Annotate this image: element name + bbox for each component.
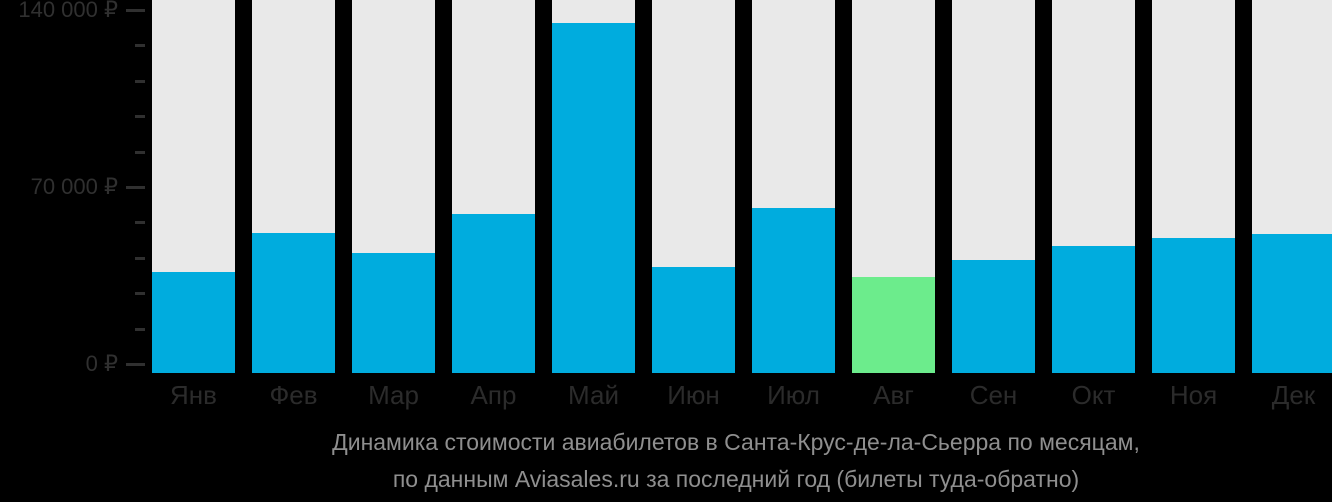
bar-track-ноя — [1152, 0, 1235, 373]
bar-series — [152, 0, 1332, 373]
x-axis-label-июл: Июл — [767, 380, 820, 410]
bar-июл — [752, 208, 835, 373]
bar-мар — [352, 253, 435, 373]
y-axis-label: 0 ₽ — [85, 351, 118, 373]
bar-track-сен — [952, 0, 1035, 373]
x-axis-label-май: Май — [568, 380, 619, 410]
x-axis-label-апр: Апр — [470, 380, 517, 410]
bar-янв — [152, 272, 235, 373]
bar-track-май — [552, 0, 635, 373]
chart-subtitle: по данным Aviasales.ru за последний год … — [392, 466, 1080, 492]
bar-track-фев — [252, 0, 335, 373]
bar-track-мар — [352, 0, 435, 373]
bar-дек — [1252, 234, 1332, 373]
y-axis-minor-tick — [135, 257, 145, 260]
bar-июн — [652, 267, 735, 373]
bar-track-авг — [852, 0, 935, 373]
bar-track-дек — [1252, 0, 1332, 373]
bar-track-июн — [652, 0, 735, 373]
y-axis-label: 70 000 ₽ — [30, 174, 118, 199]
x-axis-label-фев: Фев — [269, 380, 318, 410]
y-axis-major-tick — [126, 363, 145, 366]
y-axis-major-tick — [126, 9, 145, 12]
bar-ноя — [1152, 238, 1235, 373]
x-axis-label-сен: Сен — [969, 380, 1018, 410]
y-axis-label: 140 000 ₽ — [18, 0, 118, 22]
x-axis: Янв Фев Мар Апр Май Июн Июл Авг Сен Окт Ноя Дек — [152, 379, 1332, 411]
bar-фев — [252, 233, 335, 373]
bar-track-янв — [152, 0, 235, 373]
bar-апр — [452, 214, 535, 373]
x-axis-label-авг: Авг — [873, 380, 914, 410]
chart-title: Динамика стоимости авиабилетов в Санта-К… — [332, 429, 1140, 455]
y-axis-minor-tick — [135, 221, 145, 224]
y-axis-minor-tick — [135, 80, 145, 83]
bar-май — [552, 23, 635, 373]
bar-track-окт — [1052, 0, 1135, 373]
y-axis-minor-tick — [135, 328, 145, 331]
x-axis-label-дек: Дек — [1271, 380, 1316, 410]
bar-track-апр — [452, 0, 535, 373]
x-axis-label-окт: Окт — [1071, 380, 1116, 410]
chart-caption: Динамика стоимости авиабилетов в Санта-К… — [140, 429, 1332, 492]
y-axis-minor-tick — [135, 44, 145, 47]
y-axis-minor-tick — [135, 151, 145, 154]
x-axis-label-июн: Июн — [667, 380, 720, 410]
plot-area: 140 000 ₽ 70 000 ₽ 0 ₽ — [0, 0, 1332, 373]
bar-track-июл — [752, 0, 835, 373]
x-axis-label-мар: Мар — [368, 380, 419, 410]
y-axis: 140 000 ₽ 70 000 ₽ 0 ₽ — [0, 0, 150, 373]
x-axis-label-янв: Янв — [170, 380, 217, 410]
bar-окт — [1052, 246, 1135, 373]
x-axis-label-ноя: Ноя — [1169, 380, 1218, 410]
y-axis-minor-tick — [135, 292, 145, 295]
y-axis-minor-tick — [135, 115, 145, 118]
y-axis-major-tick — [126, 186, 145, 189]
bar-сен — [952, 260, 1035, 373]
bar-авг — [852, 277, 935, 373]
